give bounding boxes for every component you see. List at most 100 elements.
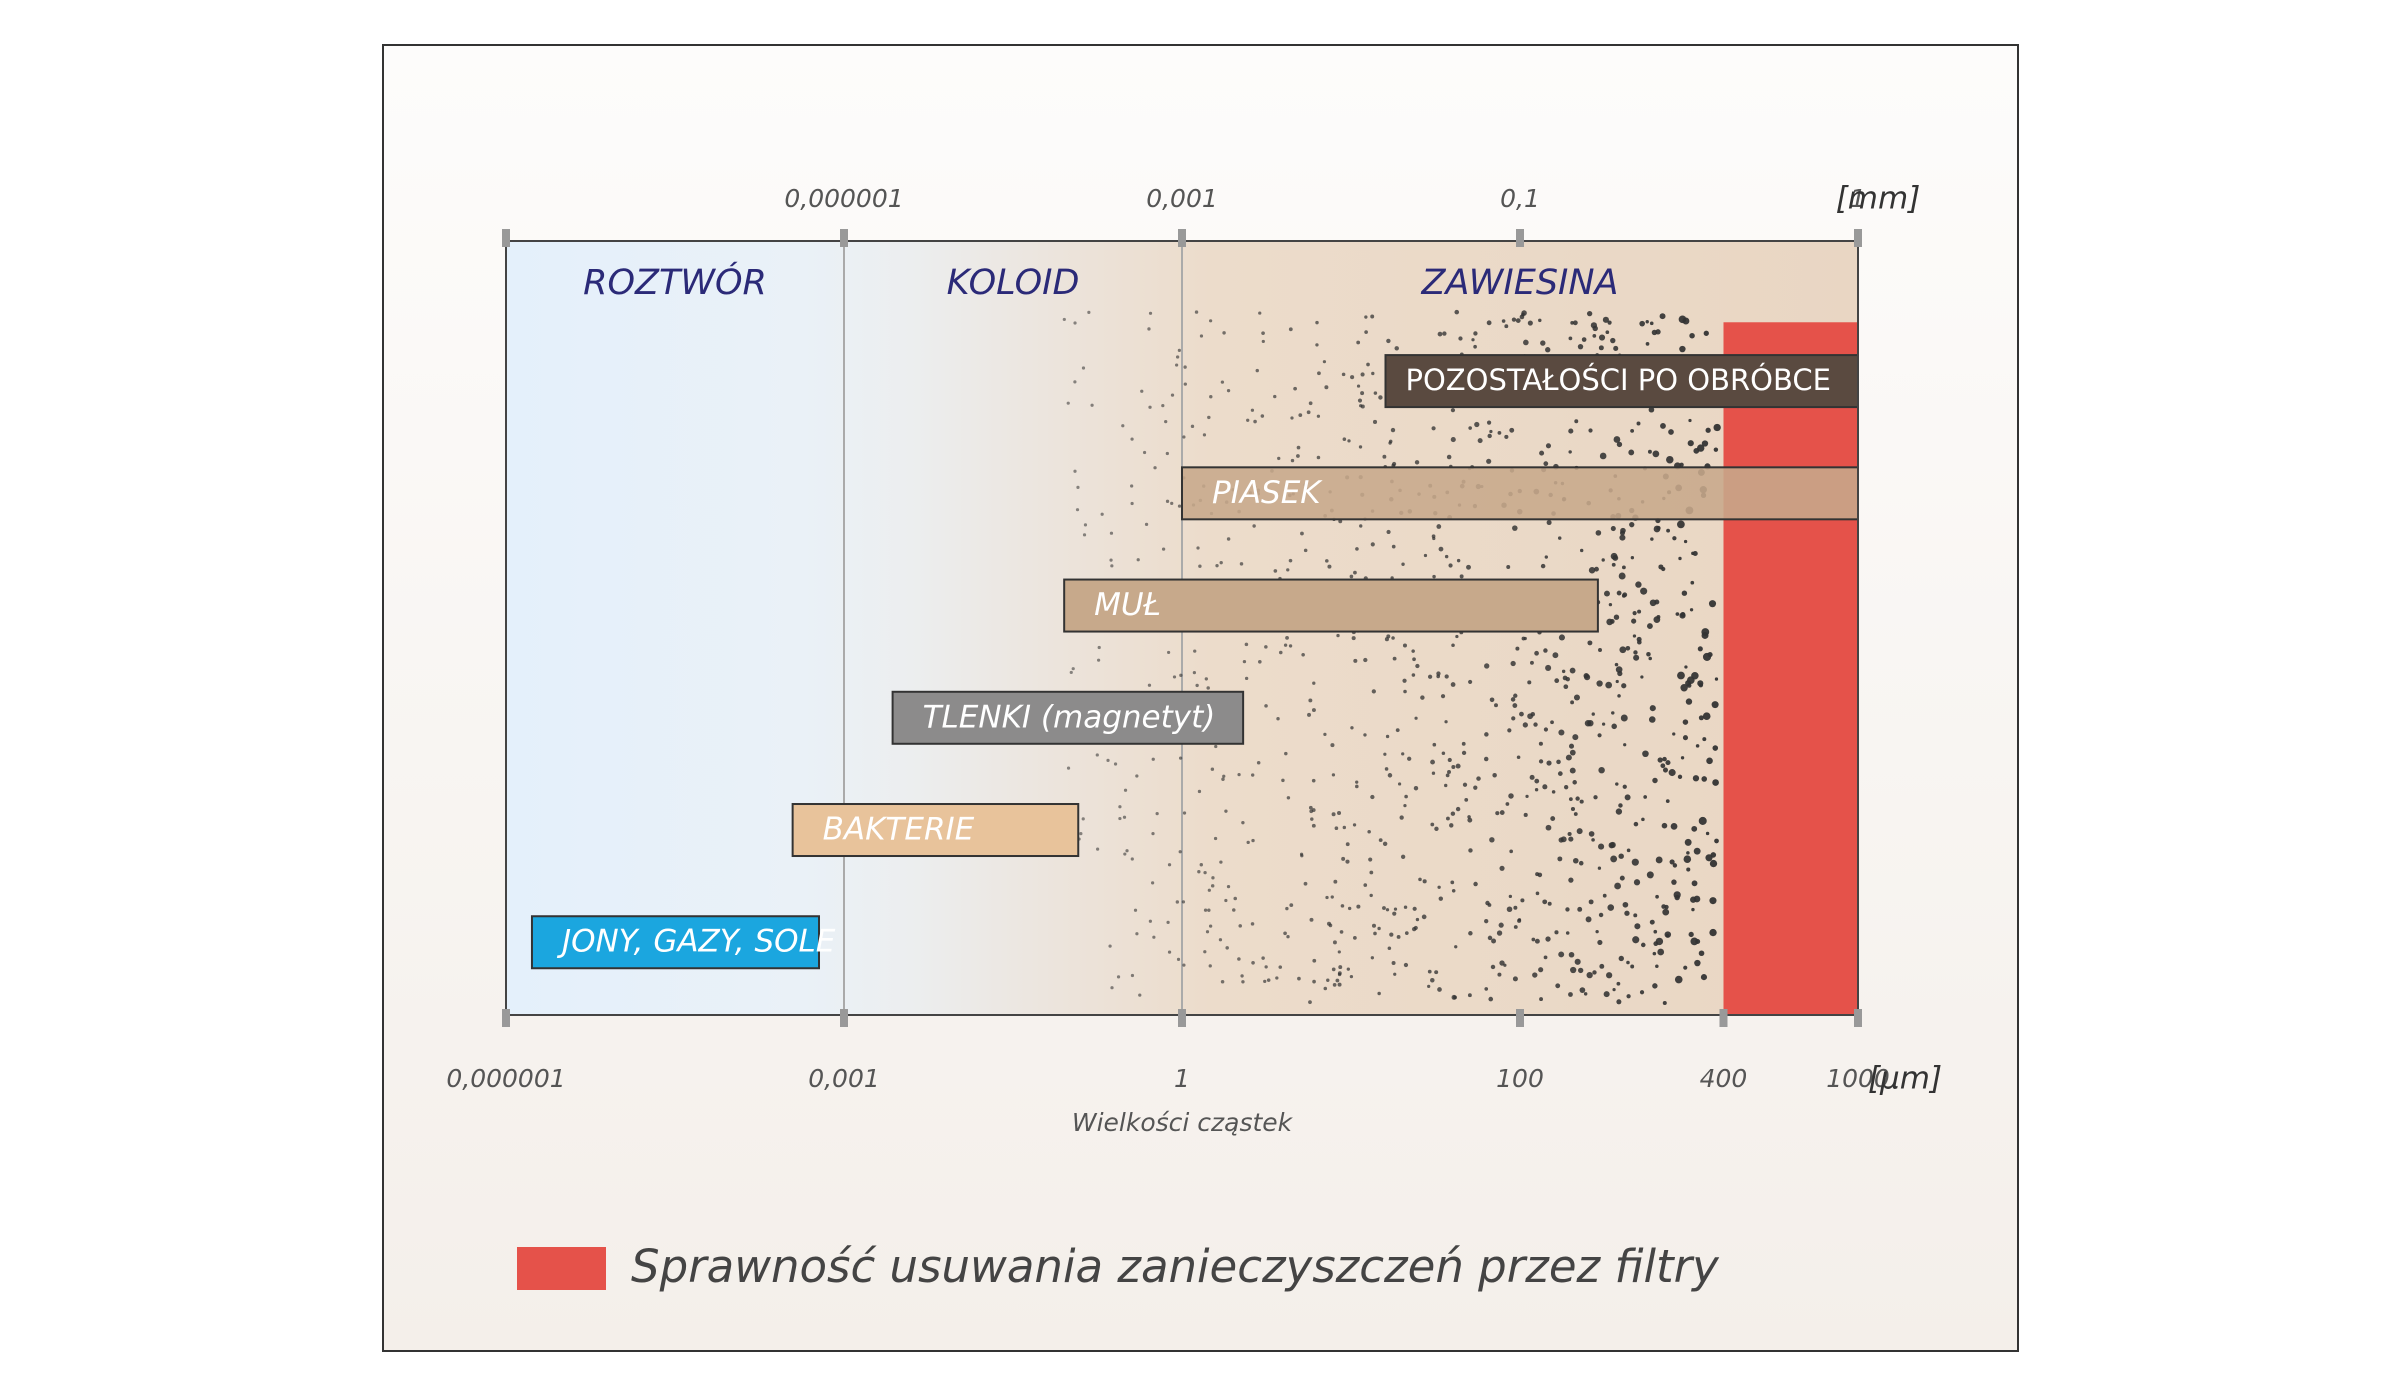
texture-dot bbox=[1192, 671, 1196, 675]
texture-dot bbox=[1611, 562, 1616, 567]
texture-dot bbox=[1708, 600, 1717, 608]
texture-dot bbox=[1196, 546, 1200, 550]
texture-dot bbox=[1691, 880, 1698, 887]
texture-dot bbox=[1177, 504, 1182, 508]
texture-dot bbox=[1430, 822, 1435, 827]
texture-dot bbox=[1311, 778, 1316, 783]
texture-dot bbox=[1197, 870, 1201, 874]
texture-dot bbox=[1069, 670, 1073, 675]
texture-dot bbox=[1615, 782, 1619, 786]
texture-dot bbox=[1572, 857, 1579, 864]
texture-dot bbox=[1415, 663, 1420, 669]
texture-dot bbox=[1256, 760, 1261, 765]
texture-dot bbox=[1336, 633, 1340, 638]
texture-dot bbox=[1543, 648, 1548, 653]
texture-dot bbox=[1567, 831, 1572, 837]
texture-dot bbox=[1651, 329, 1658, 336]
texture-dot bbox=[1568, 877, 1574, 883]
texture-dot bbox=[1653, 929, 1658, 934]
x2-tick bbox=[1854, 229, 1862, 247]
texture-dot bbox=[1550, 720, 1554, 725]
texture-dot bbox=[1096, 847, 1100, 851]
texture-dot bbox=[1591, 838, 1595, 842]
texture-dot bbox=[1573, 812, 1578, 816]
texture-dot bbox=[1599, 963, 1605, 969]
texture-dot bbox=[1489, 429, 1493, 434]
texture-dot bbox=[1258, 311, 1262, 315]
texture-dot bbox=[1686, 867, 1691, 872]
texture-dot bbox=[1260, 414, 1265, 418]
texture-dot bbox=[1204, 677, 1208, 681]
x-tick bbox=[502, 1009, 510, 1027]
texture-dot bbox=[1327, 564, 1332, 569]
texture-dot bbox=[1175, 363, 1179, 367]
texture-dot bbox=[1347, 439, 1351, 443]
texture-dot bbox=[1241, 820, 1245, 825]
texture-dot bbox=[1328, 923, 1333, 928]
texture-dot bbox=[1476, 776, 1481, 781]
texture-dot bbox=[1662, 1001, 1667, 1006]
texture-dot bbox=[1572, 780, 1577, 785]
texture-dot bbox=[1701, 628, 1710, 636]
x-tick bbox=[1516, 1009, 1524, 1027]
texture-dot bbox=[1097, 645, 1101, 650]
texture-dot bbox=[1165, 499, 1170, 503]
texture-dot bbox=[1598, 912, 1604, 918]
texture-dot bbox=[1572, 320, 1578, 326]
texture-dot bbox=[1261, 956, 1265, 960]
texture-dot bbox=[1226, 884, 1231, 889]
texture-dot bbox=[1489, 837, 1495, 843]
texture-dot bbox=[1657, 948, 1665, 956]
texture-dot bbox=[1591, 712, 1595, 716]
texture-dot bbox=[1517, 918, 1522, 923]
texture-dot bbox=[1261, 331, 1265, 336]
texture-dot bbox=[1702, 737, 1707, 742]
texture-dot bbox=[1290, 458, 1295, 463]
texture-dot bbox=[1233, 896, 1238, 901]
texture-dot bbox=[1557, 536, 1562, 540]
texture-dot bbox=[1155, 811, 1159, 816]
texture-dot bbox=[1151, 881, 1155, 885]
texture-dot bbox=[1208, 924, 1213, 928]
texture-dot bbox=[1095, 753, 1099, 757]
texture-dot bbox=[1109, 531, 1114, 535]
texture-dot bbox=[1635, 581, 1642, 588]
texture-dot bbox=[1300, 531, 1304, 536]
texture-dot bbox=[1642, 750, 1649, 758]
texture-dot bbox=[1713, 423, 1721, 432]
texture-dot bbox=[1079, 832, 1083, 836]
texture-dot bbox=[1377, 991, 1381, 996]
texture-dot bbox=[1674, 894, 1680, 901]
texture-dot bbox=[1597, 939, 1603, 946]
texture-dot bbox=[1709, 928, 1717, 937]
texture-dot bbox=[1301, 653, 1305, 657]
texture-dot bbox=[1545, 443, 1552, 449]
bar bbox=[1384, 354, 1860, 409]
texture-dot bbox=[1645, 342, 1650, 346]
texture-dot bbox=[1508, 793, 1514, 799]
texture-dot bbox=[1592, 970, 1597, 975]
texture-dot bbox=[1565, 676, 1570, 682]
texture-dot bbox=[1698, 950, 1705, 957]
texture-dot bbox=[1373, 391, 1378, 395]
texture-dot bbox=[1073, 380, 1077, 384]
texture-dot bbox=[1167, 863, 1172, 867]
texture-dot bbox=[1370, 794, 1375, 800]
texture-dot bbox=[1153, 466, 1157, 470]
texture-dot bbox=[1264, 965, 1268, 969]
texture-dot bbox=[1183, 382, 1187, 386]
texture-dot bbox=[1190, 424, 1195, 429]
texture-dot bbox=[1383, 752, 1387, 756]
texture-dot bbox=[1264, 704, 1268, 708]
texture-dot bbox=[1568, 836, 1574, 842]
texture-dot bbox=[1399, 815, 1404, 820]
texture-dot bbox=[1076, 485, 1080, 490]
texture-dot bbox=[1701, 776, 1708, 782]
texture-dot bbox=[1377, 926, 1381, 931]
texture-dot bbox=[1568, 951, 1575, 958]
texture-dot bbox=[1203, 871, 1207, 875]
texture-dot bbox=[1609, 841, 1616, 848]
texture-dot bbox=[1616, 590, 1622, 596]
texture-dot bbox=[1382, 454, 1387, 459]
texture-dot bbox=[1595, 530, 1602, 536]
